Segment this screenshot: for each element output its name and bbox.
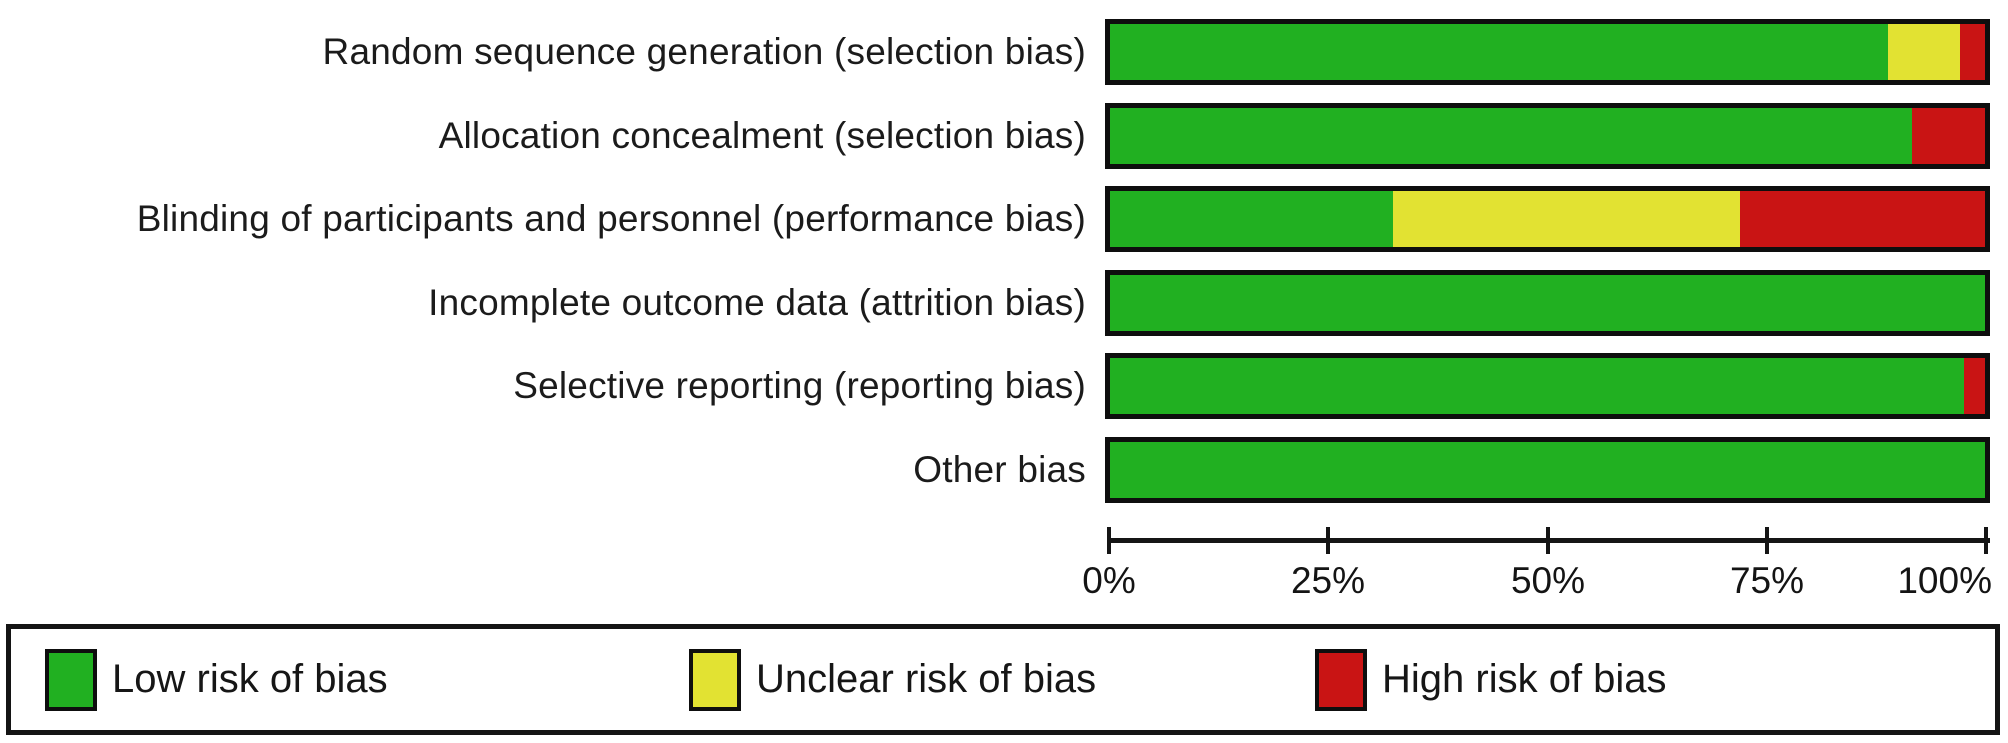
x-axis-tick-label: 25% bbox=[1290, 560, 1366, 601]
x-axis-tick bbox=[1546, 527, 1550, 554]
bar-row bbox=[1105, 437, 1990, 503]
bar-segment-unclear-risk bbox=[1887, 24, 1960, 80]
bar-segment-high-risk bbox=[1959, 24, 1985, 80]
bar-segment-low-risk bbox=[1110, 358, 1964, 414]
category-label: Blinding of participants and personnel (… bbox=[136, 198, 1086, 239]
bar-segment-high-risk bbox=[1740, 191, 1985, 247]
bar-segment-unclear-risk bbox=[1392, 191, 1740, 247]
bar-segment-high-risk bbox=[1964, 358, 1985, 414]
bar-row bbox=[1105, 186, 1990, 252]
bar-row bbox=[1105, 270, 1990, 336]
bar-segment-low-risk bbox=[1110, 191, 1393, 247]
category-label: Allocation concealment (selection bias) bbox=[438, 115, 1086, 156]
legend-item-high-risk: High risk of bias bbox=[1315, 629, 1667, 730]
bar-row bbox=[1105, 353, 1990, 419]
x-axis-tick-label: 50% bbox=[1510, 560, 1586, 601]
category-label: Random sequence generation (selection bi… bbox=[322, 31, 1086, 72]
category-label: Selective reporting (reporting bias) bbox=[513, 365, 1086, 406]
x-axis-tick bbox=[1326, 527, 1330, 554]
legend-item-low-risk: Low risk of bias bbox=[45, 629, 388, 730]
bar-segment-high-risk bbox=[1911, 108, 1985, 164]
x-axis-tick-label: 100% bbox=[1897, 560, 1992, 601]
unclear-risk-swatch-icon bbox=[689, 648, 741, 711]
x-axis-tick bbox=[1765, 527, 1769, 554]
category-label: Other bias bbox=[913, 449, 1086, 490]
x-axis-tick-label: 75% bbox=[1729, 560, 1805, 601]
legend-label: Low risk of bias bbox=[112, 657, 388, 701]
high-risk-swatch-icon bbox=[1315, 648, 1367, 711]
low-risk-swatch-icon bbox=[45, 648, 97, 711]
legend-label: High risk of bias bbox=[1382, 657, 1667, 701]
bar-row bbox=[1105, 19, 1990, 85]
x-axis-tick bbox=[1984, 527, 1988, 554]
legend-box: Low risk of bias Unclear risk of bias High… bbox=[6, 624, 2000, 735]
legend-item-unclear-risk: Unclear risk of bias bbox=[689, 629, 1096, 730]
bar-segment-low-risk bbox=[1110, 275, 1985, 331]
x-axis-tick-label: 0% bbox=[1082, 560, 1136, 601]
category-label: Incomplete outcome data (attrition bias) bbox=[428, 282, 1086, 323]
bar-segment-low-risk bbox=[1110, 108, 1912, 164]
bar-segment-low-risk bbox=[1110, 442, 1985, 498]
legend-label: Unclear risk of bias bbox=[756, 657, 1097, 701]
bar-segment-low-risk bbox=[1110, 24, 1888, 80]
bar-row bbox=[1105, 103, 1990, 169]
x-axis-tick bbox=[1107, 527, 1111, 554]
